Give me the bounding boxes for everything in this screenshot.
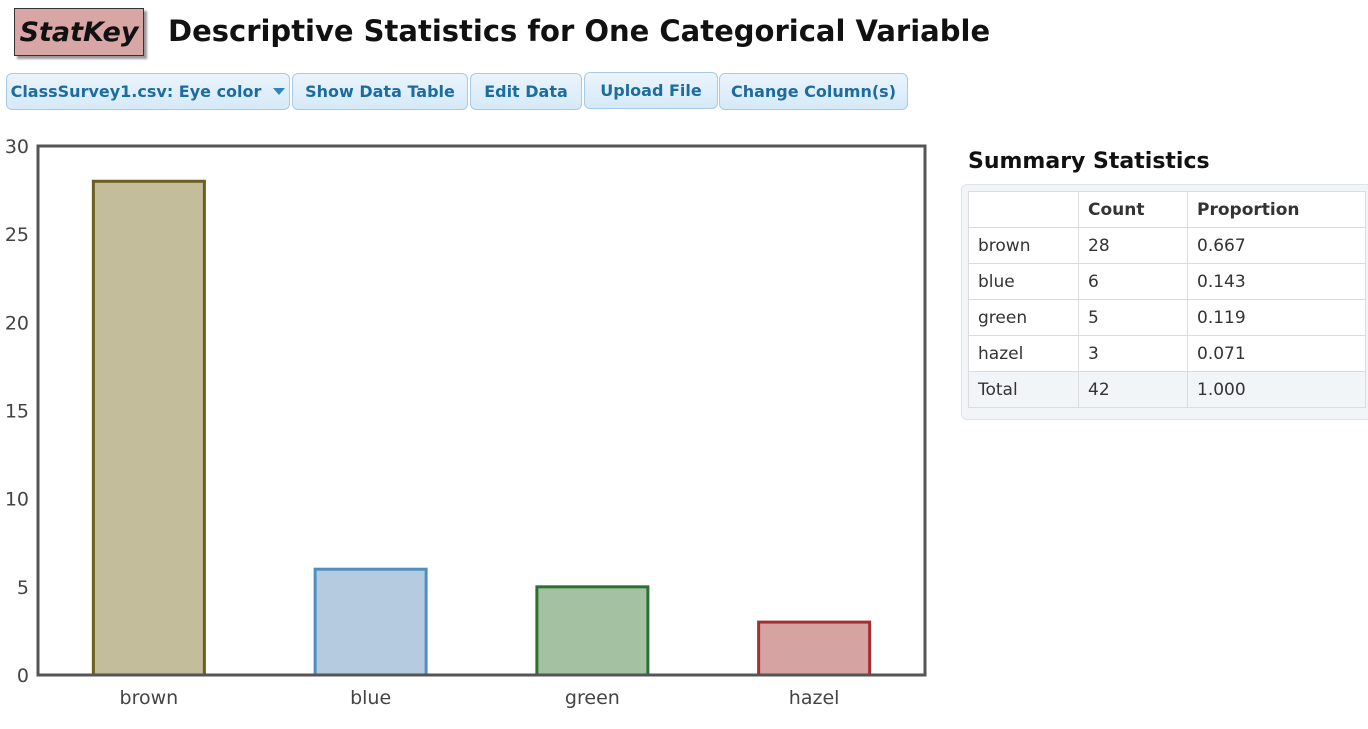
column-header: Count (1078, 191, 1188, 228)
table-cell: Total (968, 371, 1079, 408)
y-tick-label: 10 (5, 489, 29, 511)
column-header: Proportion (1187, 191, 1366, 228)
page-title: Descriptive Statistics for One Categoric… (168, 14, 991, 48)
y-tick-label: 15 (5, 401, 29, 423)
dataset-dropdown-button[interactable]: ClassSurvey1.csv: Eye color (6, 73, 290, 110)
table-cell: 5 (1078, 299, 1188, 336)
change-columns-button[interactable]: Change Column(s) (719, 73, 908, 110)
statkey-logo[interactable]: StatKey (14, 8, 144, 56)
y-tick-label: 0 (17, 665, 29, 687)
dataset-dropdown-label: ClassSurvey1.csv: Eye color (10, 82, 262, 101)
summary-statistics-panel: Count Proportion brown 28 0.667 blue 6 0.143 g… (961, 184, 1368, 420)
bar-brown (91, 179, 206, 677)
table-cell: hazel (968, 335, 1079, 372)
table-row: Total 42 1.000 (968, 371, 1366, 408)
x-tick-label: hazel (789, 687, 840, 709)
edit-data-button[interactable]: Edit Data (470, 73, 582, 110)
table-row: brown 28 0.667 (968, 227, 1366, 264)
bar-hazel (757, 620, 872, 677)
y-axis: 0 5 10 15 20 25 30 (5, 136, 29, 687)
table-cell: brown (968, 227, 1079, 264)
summary-statistics-title: Summary Statistics (968, 149, 1210, 174)
chevron-down-icon (273, 87, 286, 95)
table-row: green 5 0.119 (968, 299, 1366, 336)
x-axis: brown blue green hazel (120, 687, 840, 709)
bar-chart: 0 5 10 15 20 25 30 brown blue green hazel (5, 136, 927, 709)
x-tick-label: green (565, 687, 620, 709)
table-cell: 3 (1078, 335, 1188, 372)
upload-file-button[interactable]: Upload File (584, 72, 718, 109)
show-data-table-button[interactable]: Show Data Table (292, 73, 468, 110)
table-cell: blue (968, 263, 1079, 300)
y-tick-label: 30 (5, 136, 29, 158)
table-cell: 0.143 (1187, 263, 1366, 300)
column-header (968, 191, 1079, 228)
table-cell: 6 (1078, 263, 1188, 300)
table-cell: 0.071 (1187, 335, 1366, 372)
table-cell: 42 (1078, 371, 1188, 408)
bars (91, 179, 872, 677)
y-tick-label: 20 (5, 312, 29, 334)
y-tick-label: 5 (17, 577, 29, 599)
table-cell: 0.119 (1187, 299, 1366, 336)
table-cell: 28 (1078, 227, 1188, 264)
bar-green (535, 585, 650, 677)
table-header-row: Count Proportion (968, 191, 1366, 228)
bar-blue (313, 567, 428, 677)
table-row: hazel 3 0.071 (968, 335, 1366, 372)
table-cell: green (968, 299, 1079, 336)
table-cell: 1.000 (1187, 371, 1366, 408)
y-tick-label: 25 (5, 224, 29, 246)
table-row: blue 6 0.143 (968, 263, 1366, 300)
summary-statistics-table: Count Proportion brown 28 0.667 blue 6 0.143 g… (968, 191, 1366, 408)
table-cell: 0.667 (1187, 227, 1366, 264)
plot-frame (36, 144, 927, 677)
x-tick-label: brown (120, 687, 179, 709)
x-tick-label: blue (350, 687, 391, 709)
